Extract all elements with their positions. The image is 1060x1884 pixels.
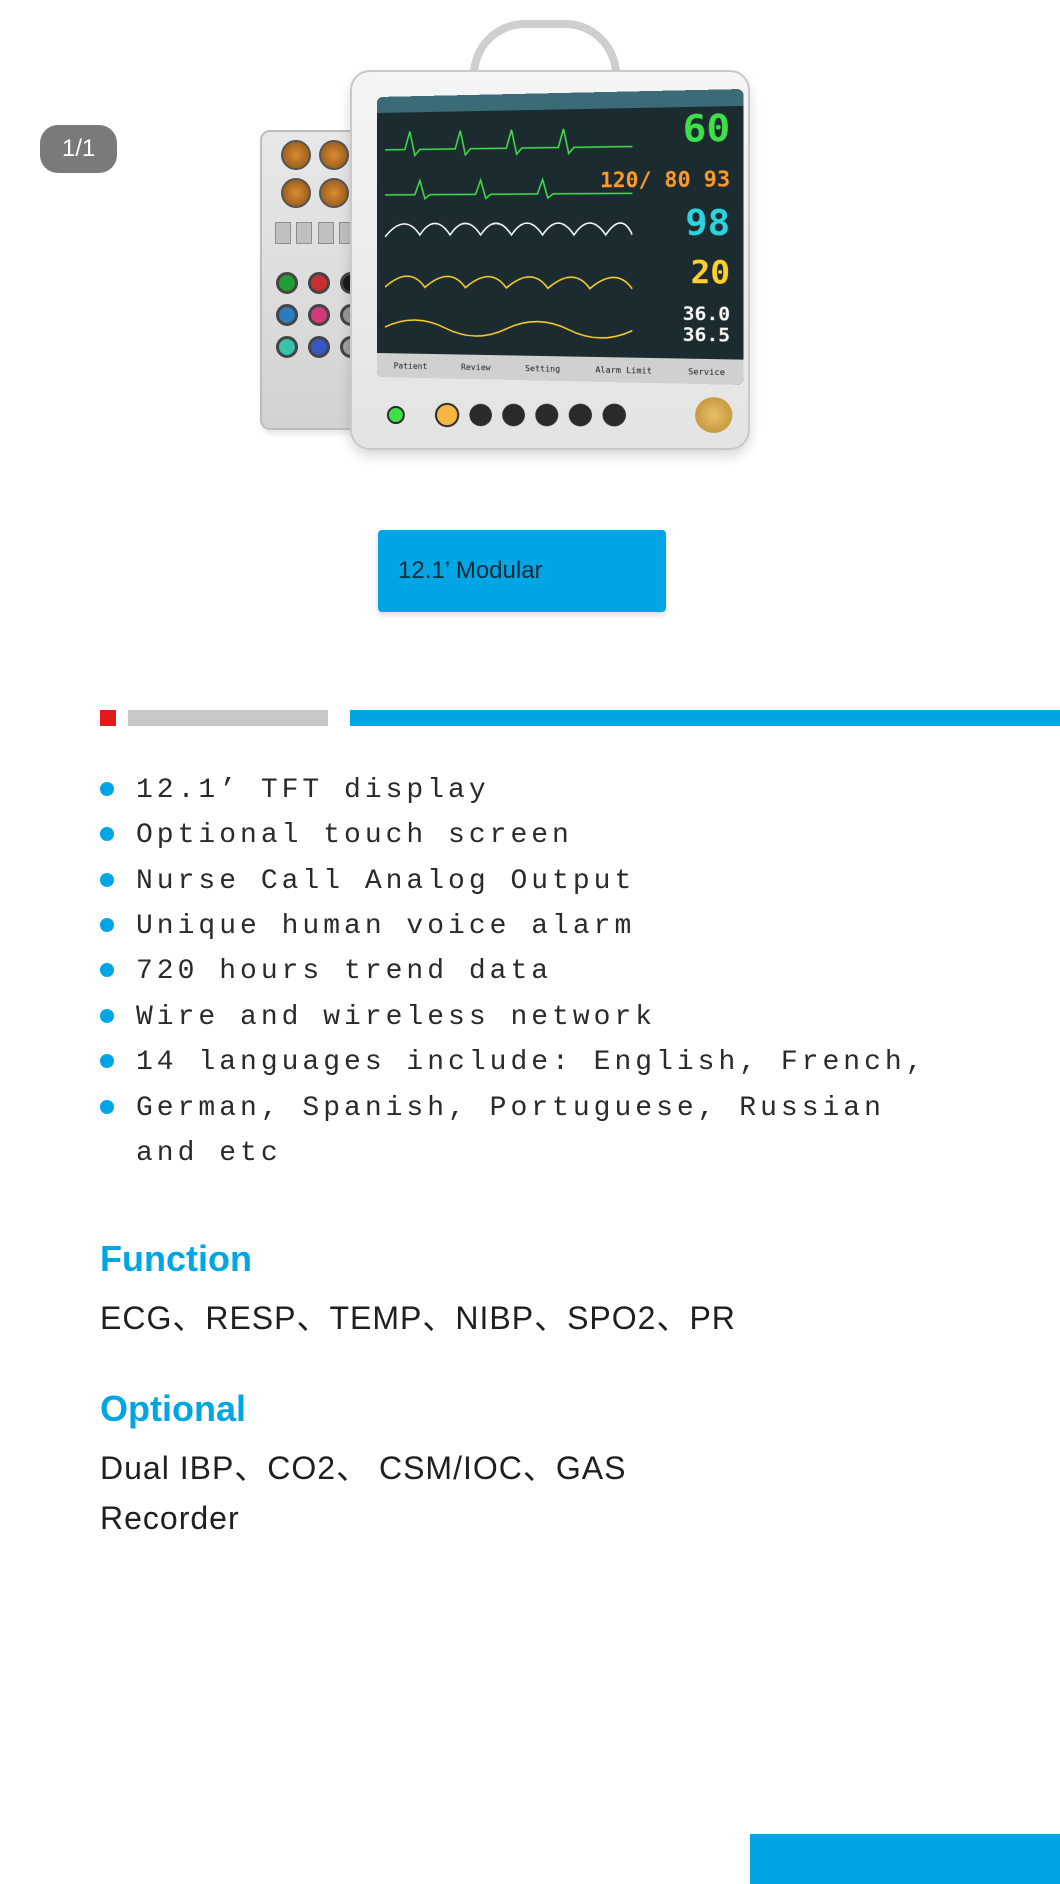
slot-icon <box>318 222 334 244</box>
product-label-box: 12.1’ Modular <box>378 530 666 612</box>
monitor-handle <box>470 20 620 75</box>
divider-blue-bar <box>350 710 1060 726</box>
screen-menu-item: Setting <box>525 363 560 373</box>
vital-nibp: 120/ 80 93 <box>600 168 730 190</box>
round-button-dark-icon <box>569 403 592 426</box>
product-illustration: 60 120/ 80 93 98 20 36.0 36.5 Patient Re… <box>260 10 780 470</box>
led-icon <box>415 409 425 419</box>
jack-port-icon <box>308 272 330 294</box>
feature-text: German, Spanish, Portuguese, Russian and… <box>136 1093 885 1169</box>
screen-menu-item: Service <box>688 366 725 376</box>
round-button-dark-icon <box>603 403 626 426</box>
function-body: ECG、RESP、TEMP、NIBP、SPO2、PR <box>100 1294 960 1344</box>
screen-menu-item: Review <box>461 362 491 372</box>
co2-waveform-icon <box>385 307 632 349</box>
connector-port-icon <box>319 178 349 208</box>
ecg-waveform-icon <box>385 117 632 159</box>
spo2-waveform-icon <box>385 206 632 246</box>
feature-item: Wire and wireless network <box>100 995 960 1040</box>
vital-spo2: 98 <box>685 205 730 241</box>
bullet-dot-icon <box>100 1100 114 1114</box>
screen-menu-bar: Patient Review Setting Alarm Limit Servi… <box>377 353 743 385</box>
vital-temp2: 36.5 <box>683 326 730 346</box>
bullet-dot-icon <box>100 782 114 796</box>
feature-text: 12.1’ TFT display <box>136 775 490 806</box>
bullet-dot-icon <box>100 963 114 977</box>
feature-text: Wire and wireless network <box>136 1002 656 1033</box>
optional-heading: Optional <box>100 1388 960 1430</box>
feature-text: Unique human voice alarm <box>136 911 635 942</box>
round-button-dark-icon <box>535 403 558 426</box>
bullet-dot-icon <box>100 1009 114 1023</box>
bullet-dot-icon <box>100 827 114 841</box>
screen-menu-item: Patient <box>394 361 428 371</box>
connector-port-icon <box>281 178 311 208</box>
vital-temp1: 36.0 <box>683 305 730 324</box>
power-button-icon <box>387 405 405 423</box>
feature-item: 14 languages include: English, French, <box>100 1040 960 1085</box>
function-section: Function ECG、RESP、TEMP、NIBP、SPO2、PR <box>100 1238 960 1344</box>
optional-body-line2: Recorder <box>100 1494 960 1544</box>
vital-hr: 60 <box>683 110 730 149</box>
round-button-dark-icon <box>469 403 491 425</box>
ecg-waveform-2-icon <box>385 164 632 205</box>
connector-port-icon <box>319 140 349 170</box>
optional-section: Optional Dual IBP、CO2、 CSM/IOC、GAS Recor… <box>100 1388 960 1543</box>
jack-port-icon <box>276 336 298 358</box>
connector-port-icon <box>281 140 311 170</box>
image-counter-pill: 1/1 <box>40 125 117 173</box>
rotary-knob-icon <box>695 397 732 433</box>
feature-text: Optional touch screen <box>136 820 573 851</box>
jack-port-icon <box>276 272 298 294</box>
bullet-dot-icon <box>100 918 114 932</box>
feature-item: 720 hours trend data <box>100 949 960 994</box>
jack-port-icon <box>276 304 298 326</box>
bullet-dot-icon <box>100 1054 114 1068</box>
divider-red-square <box>100 710 116 726</box>
product-label-text: 12.1’ Modular <box>398 557 543 585</box>
divider-grey-bar <box>128 710 328 726</box>
feature-item: 12.1’ TFT display <box>100 768 960 813</box>
image-counter-text: 1/1 <box>62 135 95 162</box>
feature-text: Nurse Call Analog Output <box>136 866 635 897</box>
vital-resp: 20 <box>691 258 731 290</box>
screen-menu-item: Alarm Limit <box>595 365 652 375</box>
bullet-dot-icon <box>100 873 114 887</box>
feature-item: Unique human voice alarm <box>100 904 960 949</box>
function-heading: Function <box>100 1238 960 1280</box>
slot-icon <box>296 222 312 244</box>
jack-port-icon <box>308 336 330 358</box>
resp-waveform-icon <box>385 257 632 297</box>
monitor-button-panel <box>377 391 743 439</box>
jack-port-icon <box>308 304 330 326</box>
feature-item: German, Spanish, Portuguese, Russian and… <box>100 1086 960 1177</box>
feature-text: 720 hours trend data <box>136 956 552 987</box>
section-divider <box>100 710 1060 726</box>
bottom-blue-strip <box>750 1834 1060 1884</box>
feature-item: Optional touch screen <box>100 813 960 858</box>
monitor-screen: 60 120/ 80 93 98 20 36.0 36.5 Patient Re… <box>377 89 743 385</box>
slot-icon <box>275 222 291 244</box>
feature-list: 12.1’ TFT display Optional touch screen … <box>100 768 960 1176</box>
round-button-dark-icon <box>502 403 525 426</box>
feature-item: Nurse Call Analog Output <box>100 859 960 904</box>
round-button-yellow-icon <box>435 402 459 426</box>
feature-text: 14 languages include: English, French, <box>136 1047 927 1078</box>
optional-body-line1: Dual IBP、CO2、 CSM/IOC、GAS <box>100 1444 960 1494</box>
monitor-body: 60 120/ 80 93 98 20 36.0 36.5 Patient Re… <box>350 70 750 450</box>
